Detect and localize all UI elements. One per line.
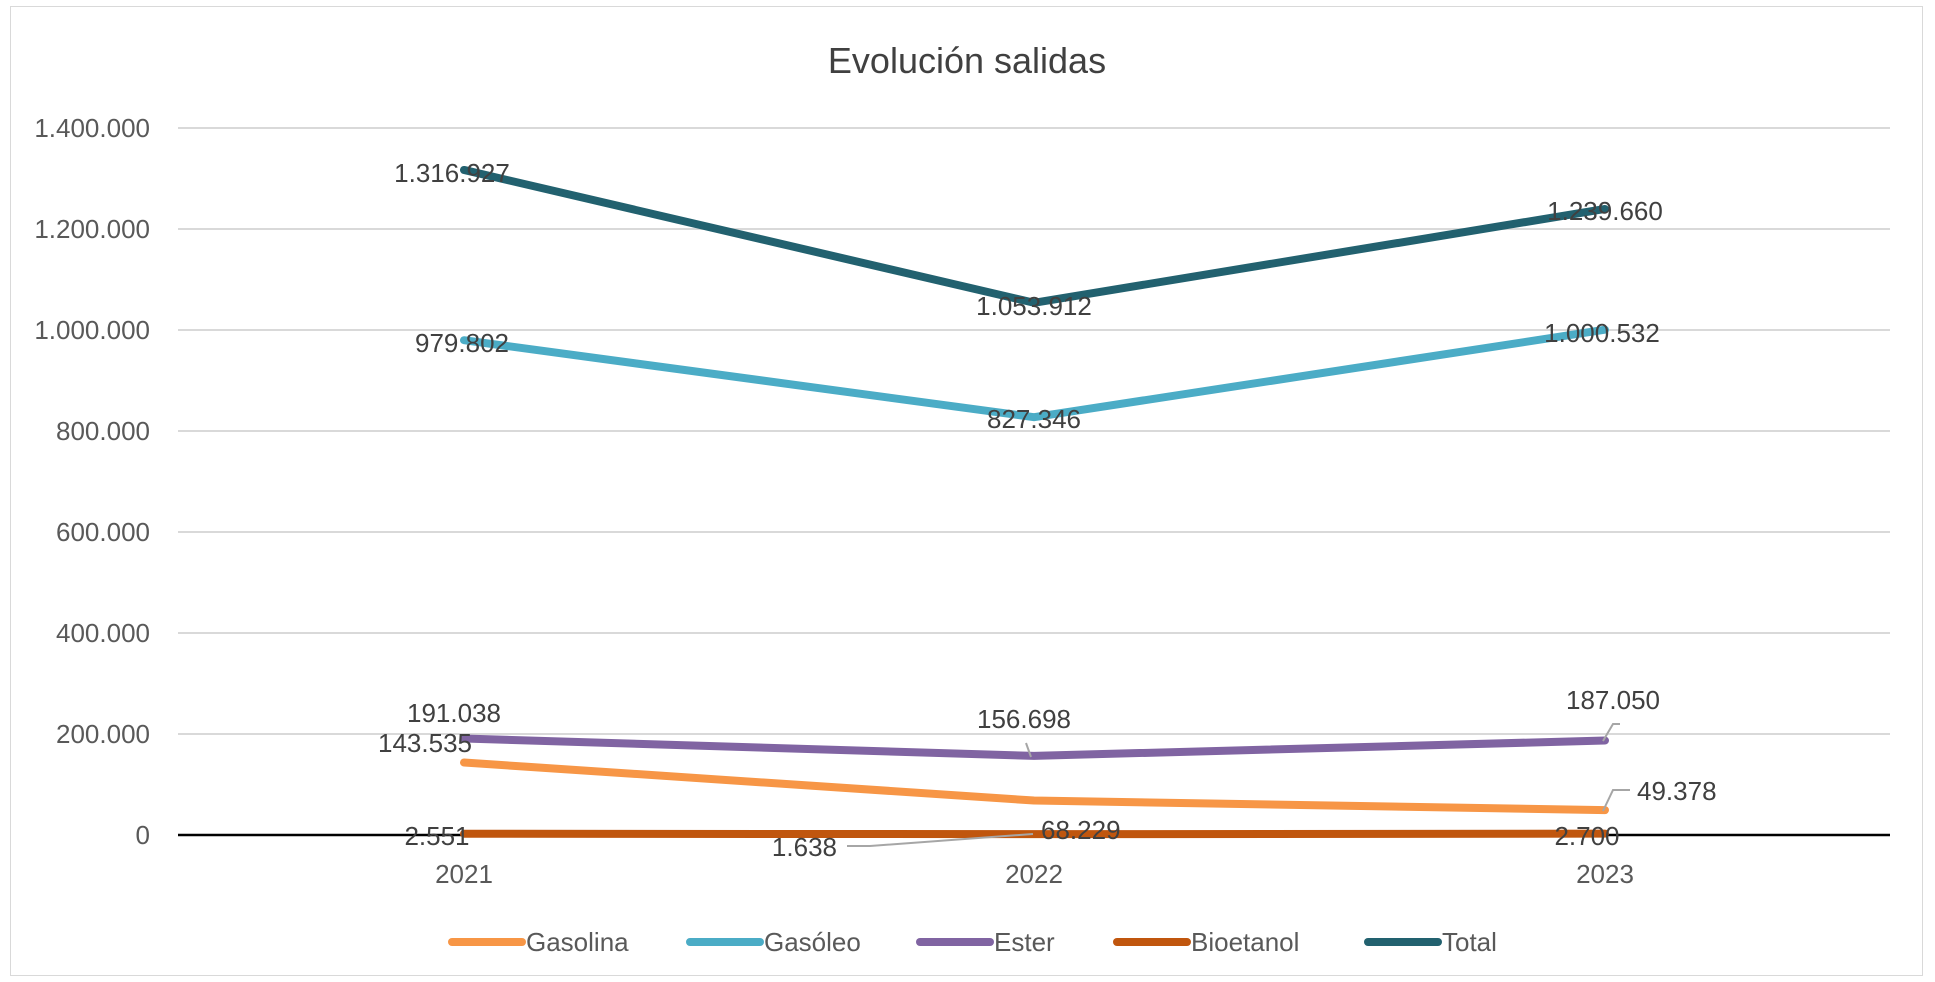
y-tick-label: 600.000 <box>56 517 150 547</box>
series-line-gasóleo <box>460 325 1609 422</box>
series-line-gasolina <box>460 758 1609 815</box>
legend-label-bioetanol: Bioetanol <box>1191 927 1299 957</box>
x-tick-label: 2022 <box>1005 859 1063 889</box>
leader-line <box>847 833 1034 847</box>
legend-label-ester: Ester <box>994 927 1055 957</box>
gridlines <box>178 127 1890 735</box>
data-label-total: 1.316.927 <box>394 158 510 188</box>
y-tick-label: 200.000 <box>56 719 150 749</box>
y-axis: 0 200.000 400.000 600.000 800.000 1.000.000 1.… <box>34 113 150 850</box>
series-line-ester <box>460 734 1609 760</box>
y-tick-label: 1.000.000 <box>34 315 150 345</box>
x-tick-label: 2021 <box>435 859 493 889</box>
data-label-gasóleo: 979.802 <box>415 328 509 358</box>
legend: Gasolina Gasóleo Ester Bioetanol Total <box>448 927 1497 957</box>
series-line-bioetanol <box>460 829 1609 839</box>
series-line-total <box>460 165 1609 307</box>
y-tick-label: 1.400.000 <box>34 113 150 143</box>
data-label-gasóleo: 827.346 <box>987 404 1081 434</box>
y-tick-label: 800.000 <box>56 416 150 446</box>
data-label-gasolina: 143.535 <box>378 728 472 758</box>
chart-title: Evolución salidas <box>828 40 1106 81</box>
y-tick-label: 0 <box>136 820 150 850</box>
y-tick-label: 400.000 <box>56 618 150 648</box>
data-label-total: 1.239.660 <box>1547 196 1663 226</box>
data-label-gasolina: 68.229 <box>1041 815 1121 845</box>
legend-label-gasóleo: Gasóleo <box>764 927 861 957</box>
series-lines <box>460 165 1609 839</box>
data-label-bioetanol: 2.551 <box>404 821 469 851</box>
data-label-bioetanol: 2.700 <box>1554 821 1619 851</box>
y-tick-label: 1.200.000 <box>34 214 150 244</box>
data-label-gasóleo: 1.000.532 <box>1544 318 1660 348</box>
leader-line <box>1025 742 1032 758</box>
x-tick-label: 2023 <box>1576 859 1634 889</box>
chart-frame <box>10 6 1923 976</box>
data-label-ester: 156.698 <box>977 704 1071 734</box>
data-label-ester: 191.038 <box>407 698 501 728</box>
legend-label-gasolina: Gasolina <box>526 927 629 957</box>
data-label-bioetanol: 1.638 <box>772 832 837 862</box>
data-labels: 143.535 68.229 49.378 979.802 827.346 1.000.5… <box>378 158 1717 862</box>
leader-line <box>1602 723 1620 742</box>
legend-label-total: Total <box>1442 927 1497 957</box>
data-label-gasolina: 49.378 <box>1637 776 1717 806</box>
data-label-total: 1.053.912 <box>976 291 1092 321</box>
data-label-ester: 187.050 <box>1566 685 1660 715</box>
leader-line <box>1602 789 1630 812</box>
